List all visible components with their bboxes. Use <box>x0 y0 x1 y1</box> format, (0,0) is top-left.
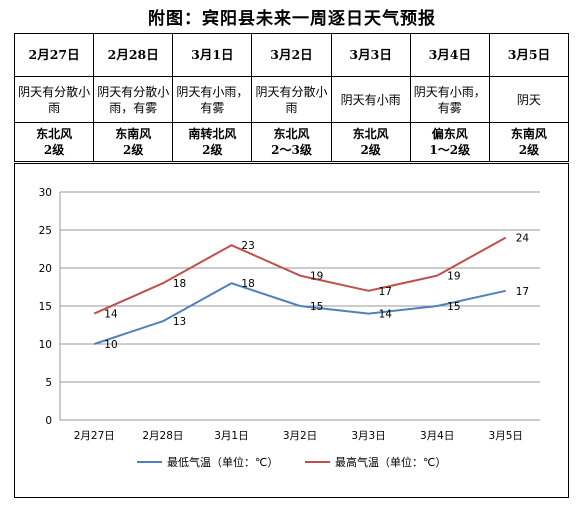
y-tick-label: 5 <box>45 377 52 389</box>
wind-cell: 东南风 2级 <box>93 122 174 162</box>
wind-cell: 偏东风 1～2级 <box>409 122 490 162</box>
wind-cell: 东北风 2～3级 <box>251 122 332 162</box>
date-cell: 2月28日 <box>93 33 174 77</box>
date-cell: 2月27日 <box>13 33 95 77</box>
wind-cell: 南转北风 2级 <box>172 122 253 162</box>
legend-label: 最低气温（单位：℃） <box>167 455 278 469</box>
data-label: 17 <box>516 286 529 298</box>
date-cell: 3月2日 <box>251 33 332 77</box>
y-tick-label: 20 <box>39 263 52 275</box>
data-label: 14 <box>379 309 393 321</box>
wind-direction: 东南风 <box>115 127 152 141</box>
wind-level: 2级 <box>360 143 381 157</box>
data-label: 10 <box>104 339 117 351</box>
data-label: 15 <box>310 301 323 313</box>
wind-cell: 东南风 2级 <box>488 122 570 162</box>
wind-direction: 东北风 <box>352 127 389 141</box>
y-tick-label: 10 <box>39 339 52 351</box>
date-cell: 3月1日 <box>172 33 253 77</box>
weather-row: 阴天有分散小雨 阴天有分散小雨，有雾 阴天有小雨，有雾 阴天有分散小雨 阴天有小… <box>13 76 570 123</box>
data-label: 19 <box>310 271 323 283</box>
weather-cell: 阴天有小雨，有雾 <box>409 76 490 123</box>
wind-level: 2级 <box>43 143 65 157</box>
weather-cell: 阴天有分散小雨，有雾 <box>93 76 174 123</box>
forecast-table: 2月27日 2月28日 3月1日 3月2日 3月3日 3月4日 3月5日 阴天有… <box>13 33 570 162</box>
temperature-chart: 0 5 10 15 20 25 30 2月27日 2月28日 3月1日 3月2日 3月3日 3月4日 3月… <box>14 163 569 498</box>
data-label: 15 <box>447 301 460 313</box>
date-cell: 3月3日 <box>330 33 411 77</box>
wind-level: 2～3级 <box>271 143 312 157</box>
series-line <box>93 282 506 345</box>
wind-row: 东北风 2级 东南风 2级 南转北风 2级 东北风 2～3级 东北风 2级 偏东风 1～2级… <box>13 122 570 162</box>
wind-level: 2级 <box>123 143 144 157</box>
data-label: 23 <box>241 240 254 252</box>
wind-cell: 东北风 2级 <box>330 122 411 162</box>
wind-direction: 东北风 <box>36 127 73 141</box>
date-cell: 3月5日 <box>488 33 570 77</box>
wind-level: 2级 <box>518 143 540 157</box>
y-tick-label: 30 <box>39 187 52 199</box>
x-tick-label: 2月28日 <box>142 430 183 442</box>
wind-direction: 南转北风 <box>188 127 237 141</box>
data-label: 14 <box>104 309 118 321</box>
temperature-chart-svg: 0 5 10 15 20 25 30 2月27日 2月28日 3月1日 3月2日 3月3日 3月4日 3月… <box>39 187 540 469</box>
page-title: 附图：宾阳县未来一周逐日天气预报 <box>148 9 436 29</box>
data-label: 13 <box>173 316 186 328</box>
x-tick-label: 2月27日 <box>74 430 115 442</box>
date-cell: 3月4日 <box>409 33 490 77</box>
y-tick-label: 0 <box>45 415 52 427</box>
data-label: 18 <box>241 278 254 290</box>
wind-direction: 东北风 <box>273 127 310 141</box>
weather-cell: 阴天有小雨，有雾 <box>172 76 253 123</box>
wind-cell: 东北风 2级 <box>13 122 95 162</box>
x-tick-label: 3月1日 <box>214 430 248 442</box>
legend-label: 最高气温（单位：℃） <box>335 455 446 469</box>
x-tick-label: 3月4日 <box>420 430 454 442</box>
x-tick-label: 3月2日 <box>283 430 317 442</box>
weather-cell: 阴天有分散小雨 <box>251 76 332 123</box>
data-label: 24 <box>516 233 530 245</box>
data-label: 17 <box>379 286 392 298</box>
wind-direction: 东南风 <box>510 127 547 141</box>
x-tick-label: 3月5日 <box>489 430 523 442</box>
y-tick-label: 25 <box>39 225 52 237</box>
wind-direction: 偏东风 <box>431 127 468 141</box>
wind-level: 1～2级 <box>429 143 471 157</box>
weather-cell: 阴天有小雨 <box>330 76 411 123</box>
data-label: 18 <box>173 278 186 290</box>
weather-cell: 阴天有分散小雨 <box>13 76 95 123</box>
date-row: 2月27日 2月28日 3月1日 3月2日 3月3日 3月4日 3月5日 <box>13 33 570 77</box>
wind-level: 2级 <box>202 143 223 157</box>
y-tick-label: 15 <box>39 301 52 313</box>
data-label: 19 <box>447 271 460 283</box>
x-tick-label: 3月3日 <box>351 430 385 442</box>
weather-cell: 阴天 <box>488 76 570 123</box>
